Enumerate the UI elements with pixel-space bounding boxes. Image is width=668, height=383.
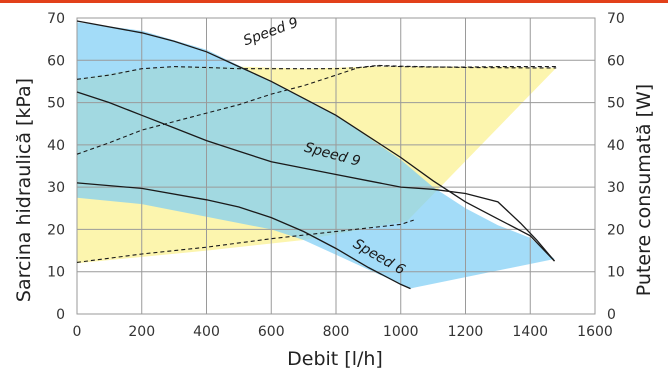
x-tick-label: 800 xyxy=(323,324,350,340)
grid-layer xyxy=(76,17,596,315)
y2-tick-label: 30 xyxy=(607,180,625,196)
head-curve xyxy=(76,20,555,262)
curve-layer xyxy=(76,20,557,290)
y2-tick-label: 60 xyxy=(607,53,625,69)
power-curve xyxy=(76,64,557,155)
accent-bar xyxy=(0,0,668,3)
area-layer xyxy=(77,22,557,289)
plot-border xyxy=(76,17,596,315)
head-area xyxy=(77,22,555,289)
y-tick-label: 50 xyxy=(47,96,65,112)
y2-tick-label: 10 xyxy=(607,265,625,281)
x-tick-label: 1400 xyxy=(512,324,548,340)
y2-tick-label: 50 xyxy=(607,96,625,112)
x-tick-label: 1200 xyxy=(448,324,484,340)
x-axis-title: Debit [l/h] xyxy=(287,348,383,370)
x-tick-label: 200 xyxy=(128,324,155,340)
y-tick-label: 20 xyxy=(47,222,65,238)
y-tick-label: 40 xyxy=(47,138,65,154)
x-tick-label: 1000 xyxy=(383,324,419,340)
x-tick-label: 0 xyxy=(73,324,82,340)
y-axis-title: Sarcina hidraulică [kPa] xyxy=(13,78,35,302)
y2-tick-label: 70 xyxy=(607,11,625,27)
head-curve xyxy=(76,91,555,262)
y2-tick-label: 0 xyxy=(607,307,616,323)
y-tick-label: 0 xyxy=(56,307,65,323)
y2-axis-title: Putere consumată [W] xyxy=(633,84,655,296)
y-tick-label: 60 xyxy=(47,53,65,69)
y-tick-label: 70 xyxy=(47,11,65,27)
power-curve xyxy=(76,65,557,80)
y-tick-label: 30 xyxy=(47,180,65,196)
y2-tick-label: 20 xyxy=(607,222,625,238)
power-curve xyxy=(76,219,414,263)
y-tick-label: 10 xyxy=(47,265,65,281)
y2-tick-label: 40 xyxy=(607,138,625,154)
x-tick-label: 400 xyxy=(193,324,220,340)
head-curve xyxy=(76,182,411,290)
tick-layer: 0 200 400 600 800 1000 1200 1400 160001020304050… xyxy=(47,11,625,340)
x-tick-label: 1600 xyxy=(577,324,613,340)
x-tick-label: 600 xyxy=(258,324,285,340)
